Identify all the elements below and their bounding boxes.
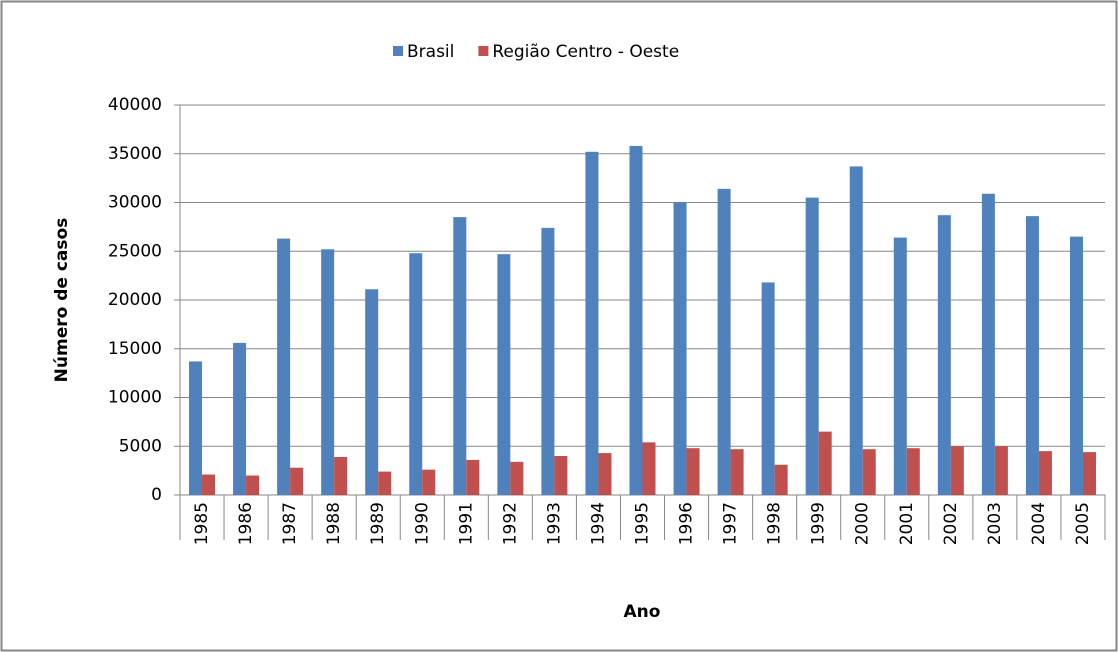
bar (497, 254, 511, 495)
bar (686, 448, 700, 495)
x-tick-label: 1999 (809, 502, 829, 545)
x-tick-label: 1985 (192, 502, 212, 545)
x-tick-label: 1986 (236, 502, 256, 545)
bar (950, 446, 964, 495)
x-tick-label: 1988 (324, 502, 344, 545)
legend-label: Brasil (407, 42, 454, 62)
bar (321, 249, 335, 495)
bar (981, 193, 995, 495)
x-tick-label: 1992 (500, 502, 520, 545)
bar (585, 151, 599, 496)
bar (554, 456, 568, 495)
bar (642, 442, 656, 495)
y-tick-label: 15000 (108, 339, 162, 359)
bar (774, 464, 788, 495)
bar (761, 282, 775, 495)
bar (629, 145, 643, 495)
bar (849, 166, 863, 496)
bar (893, 237, 907, 495)
bar (805, 197, 819, 495)
bar (453, 217, 467, 495)
legend-swatch (393, 46, 403, 56)
bar (290, 467, 304, 495)
x-tick-label: 2000 (853, 502, 873, 545)
bar (1082, 452, 1096, 495)
bar (994, 446, 1008, 495)
bar (937, 215, 951, 496)
x-tick-label: 1987 (280, 502, 300, 545)
bar (1069, 236, 1083, 495)
bar (1025, 216, 1039, 495)
bar (365, 289, 379, 495)
y-tick-label: 40000 (108, 95, 162, 115)
x-tick-label: 1990 (412, 502, 432, 545)
bar (202, 474, 216, 495)
y-tick-label: 35000 (108, 144, 162, 164)
legend-label: Região Centro - Oeste (492, 42, 679, 62)
bar (466, 459, 480, 495)
x-tick-label: 2003 (985, 502, 1005, 545)
y-tick-label: 25000 (108, 241, 162, 261)
bar (541, 227, 555, 495)
bar (906, 448, 920, 495)
x-tick-label: 1993 (544, 502, 564, 545)
legend-swatch (478, 46, 489, 56)
bar (818, 431, 832, 495)
bar (422, 469, 436, 495)
x-tick-label: 2001 (897, 502, 917, 545)
x-tick-label: 1995 (633, 502, 653, 545)
bar (277, 238, 291, 495)
bar (189, 361, 203, 495)
bar (409, 253, 423, 495)
x-tick-label: 2004 (1029, 502, 1049, 545)
bar (717, 188, 731, 495)
x-tick-label: 1994 (588, 502, 608, 545)
bar (1038, 451, 1052, 495)
bar (233, 342, 247, 495)
x-tick-label: 1998 (765, 502, 785, 545)
y-tick-label: 0 (151, 485, 162, 505)
y-tick-label: 30000 (108, 193, 162, 213)
x-tick-label: 2005 (1073, 502, 1093, 545)
bar (730, 449, 744, 495)
bar (673, 202, 687, 495)
bar (378, 471, 392, 495)
x-tick-label: 1989 (368, 502, 388, 545)
x-tick-label: 1996 (677, 502, 697, 545)
bar (246, 475, 260, 495)
y-tick-label: 20000 (108, 290, 162, 310)
bar (598, 453, 612, 495)
y-tick-label: 10000 (108, 388, 162, 408)
x-tick-label: 1997 (721, 502, 741, 545)
x-tick-label: 1991 (456, 502, 476, 545)
bar (334, 456, 348, 495)
x-axis-title: Ano (624, 602, 661, 622)
y-tick-label: 5000 (119, 436, 162, 456)
y-axis-title: Número de casos (52, 218, 72, 383)
bar (510, 461, 524, 495)
x-tick-label: 2002 (941, 502, 961, 545)
bar (862, 449, 876, 495)
